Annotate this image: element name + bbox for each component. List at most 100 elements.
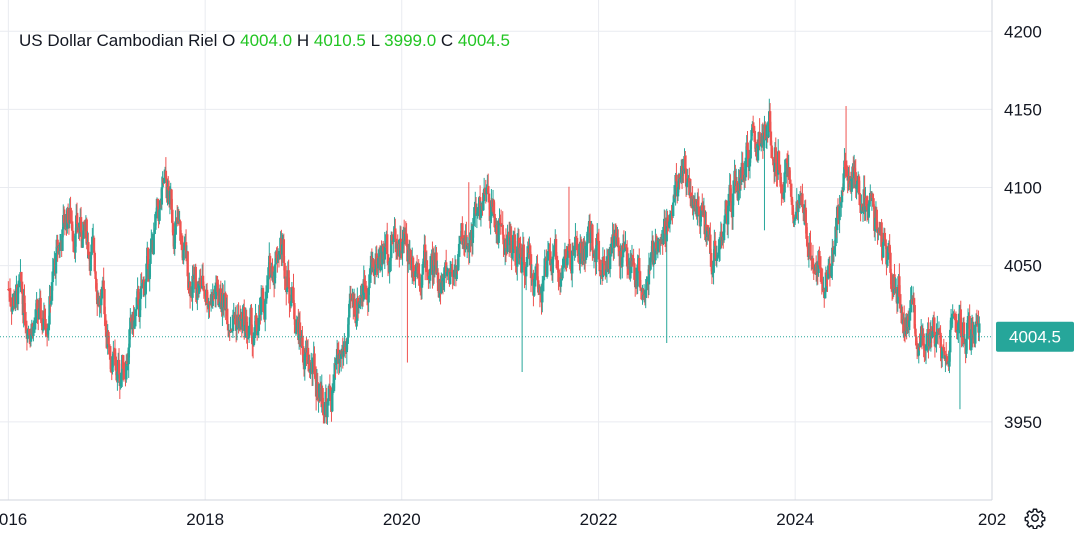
candle-body: [750, 130, 753, 141]
candle-body: [49, 296, 52, 305]
candle-body: [975, 321, 979, 325]
candle-body: [293, 319, 297, 334]
candle-body: [880, 222, 883, 247]
candle-body: [302, 346, 305, 363]
candle-body: [102, 280, 105, 289]
candle-body: [273, 264, 277, 284]
candle-body: [482, 188, 486, 202]
y-tick-label: 4050: [1004, 257, 1042, 276]
candle-body: [164, 170, 168, 179]
candle-body: [450, 270, 454, 273]
candle-body: [674, 174, 677, 197]
candle-body: [685, 182, 689, 187]
candle-body: [166, 186, 169, 199]
legend-high-label: H: [296, 31, 310, 50]
candle-body: [960, 330, 963, 335]
candle-body: [90, 244, 93, 256]
candle-body: [327, 385, 331, 399]
candle-body: [46, 328, 50, 335]
candle-body: [675, 174, 678, 182]
candle-body: [205, 289, 209, 304]
candle-body: [428, 268, 432, 276]
candle-body: [827, 265, 830, 279]
candle-body: [119, 381, 122, 386]
candle-body: [865, 206, 869, 209]
candle-body: [596, 233, 600, 241]
candle-body: [588, 220, 592, 244]
candle-body: [487, 193, 491, 201]
candle-body: [861, 206, 865, 211]
candle-body: [812, 267, 815, 271]
candle-body: [426, 272, 429, 277]
candle-body: [365, 285, 368, 290]
candle-body: [899, 304, 903, 313]
candle-body: [207, 303, 210, 308]
candle-body: [597, 240, 601, 260]
candle-body: [109, 359, 113, 372]
candle-body: [777, 151, 781, 171]
candle-body: [285, 276, 288, 293]
candle-body: [74, 233, 77, 253]
candle-body: [110, 371, 113, 373]
candle-body: [553, 245, 556, 254]
candle-body: [655, 242, 658, 249]
candle-body: [152, 233, 155, 255]
candle-body: [896, 289, 899, 304]
candle-body: [850, 178, 853, 192]
candle-body: [520, 257, 524, 273]
candle-body: [135, 297, 138, 310]
candle-body: [95, 278, 98, 292]
candle-body: [420, 274, 424, 288]
candle-body: [747, 166, 751, 168]
candle-body: [774, 147, 777, 163]
candle-body: [114, 356, 117, 371]
candle-body: [435, 252, 438, 275]
candle-body: [373, 269, 377, 275]
candle-body: [908, 308, 912, 321]
candle-body: [215, 282, 218, 284]
candle-body: [602, 256, 605, 264]
candle-body: [676, 187, 680, 197]
candle-body: [732, 183, 735, 194]
candle-body: [785, 158, 789, 164]
candle-body: [40, 318, 43, 321]
candle-body: [492, 200, 496, 214]
candle-body: [137, 288, 140, 305]
candle-body: [809, 242, 812, 260]
candle-body: [703, 210, 706, 235]
candle-body: [462, 241, 466, 245]
candle-body: [89, 255, 92, 271]
candle-body: [793, 220, 796, 224]
candle-body: [617, 237, 620, 246]
candle-body: [832, 249, 836, 255]
settings-gear-icon[interactable]: [1024, 507, 1046, 530]
candle-body: [853, 168, 857, 173]
candle-body: [735, 181, 739, 191]
candle-body: [654, 242, 657, 261]
candle-body: [37, 308, 41, 320]
candle-body: [386, 254, 390, 266]
candle-body: [429, 261, 433, 269]
candle-body: [813, 270, 816, 272]
candle-body: [631, 255, 634, 259]
candle-body: [625, 244, 628, 248]
candle-body: [62, 214, 66, 223]
legend-close-value: 4004.5: [457, 31, 510, 50]
candle-body: [935, 335, 938, 344]
candle-body: [504, 240, 508, 249]
candle-body: [639, 287, 643, 290]
candle-body: [772, 158, 775, 166]
x-tick-label: 2018: [186, 510, 224, 529]
candle-body: [852, 168, 856, 178]
candle-body: [586, 231, 589, 244]
candle-body: [592, 253, 596, 257]
candle-body: [753, 130, 756, 142]
candle-body: [604, 269, 608, 276]
candle-body: [541, 283, 544, 303]
candle-body: [403, 233, 407, 241]
candle-body: [541, 280, 545, 284]
candle-body: [388, 261, 391, 272]
candle-body: [833, 246, 836, 250]
candle-body: [83, 221, 86, 225]
candle-body: [323, 414, 326, 416]
